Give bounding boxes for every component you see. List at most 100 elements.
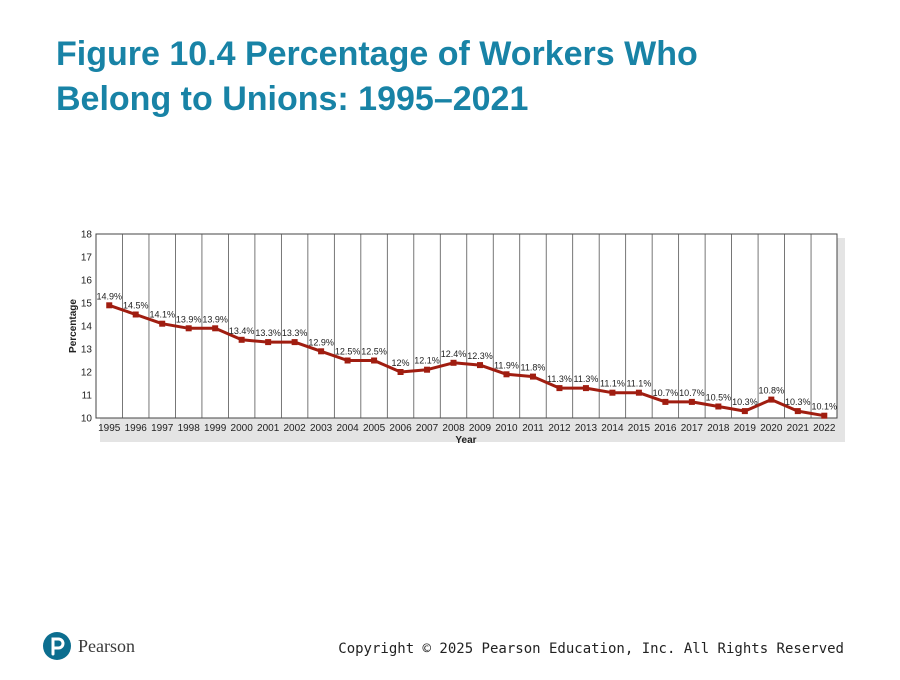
x-tick-label: 2008 <box>442 423 465 434</box>
x-tick-label: 1996 <box>125 423 148 434</box>
x-tick-label: 2011 <box>522 423 544 434</box>
x-tick-label: 1998 <box>178 423 201 434</box>
x-tick-label: 2018 <box>707 423 730 434</box>
data-label: 10.7% <box>653 388 679 398</box>
y-axis-ticks: 10 11 12 13 14 15 16 17 18 <box>81 230 93 425</box>
data-label: 11.1% <box>626 379 651 389</box>
x-tick-label: 2002 <box>283 423 306 434</box>
copyright-notice: Copyright © 2025 Pearson Education, Inc.… <box>338 641 844 657</box>
data-label: 12.9% <box>308 337 334 347</box>
data-point <box>371 357 378 364</box>
data-point <box>609 389 616 396</box>
data-point <box>715 403 722 410</box>
data-point <box>768 396 775 403</box>
x-tick-label: 2005 <box>363 423 386 434</box>
data-label: 10.8% <box>759 386 785 396</box>
data-point <box>106 302 113 309</box>
data-point <box>185 325 192 332</box>
data-label: 12.3% <box>467 351 493 361</box>
x-tick-label: 2013 <box>575 423 598 434</box>
data-label: 13.3% <box>255 328 281 338</box>
data-point <box>132 311 139 318</box>
data-labels: 14.9%14.5%14.1% 13.9% 13.9%13.4% 13.3% 13.3%… <box>96 291 837 411</box>
data-label: 13.9% <box>202 314 228 324</box>
x-tick-label: 1995 <box>98 423 121 434</box>
data-point <box>265 339 272 346</box>
data-label: 13.3% <box>282 328 308 338</box>
data-label: 10.3% <box>732 397 758 407</box>
data-label: 10.5% <box>706 393 732 403</box>
x-tick-label: 2019 <box>734 423 757 434</box>
series-line <box>108 303 825 418</box>
y-tick-label: 15 <box>81 299 93 310</box>
x-tick-label: 2014 <box>601 423 624 434</box>
slide-title: Figure 10.4 Percentage of Workers Who Be… <box>56 32 856 122</box>
data-label: 10.7% <box>679 388 705 398</box>
pearson-logo-text: Pearson <box>78 635 135 656</box>
x-axis-label: Year <box>455 435 476 446</box>
data-label: 11.9% <box>494 360 519 370</box>
data-point <box>397 369 404 375</box>
data-label: 13.9% <box>176 314 202 324</box>
x-tick-label: 2010 <box>495 423 518 434</box>
data-point <box>582 385 589 392</box>
y-tick-label: 18 <box>81 230 93 241</box>
x-tick-label: 2017 <box>681 423 704 434</box>
y-tick-label: 16 <box>81 276 93 287</box>
y-tick-label: 11 <box>82 391 93 402</box>
slide-title-line-2: Belong to Unions: 1995–2021 <box>56 80 529 118</box>
data-point <box>741 408 748 415</box>
data-label: 11.1% <box>600 379 625 389</box>
x-tick-label: 1997 <box>151 423 174 434</box>
data-label: 11.3% <box>547 374 572 384</box>
data-point <box>450 359 457 366</box>
data-point <box>794 408 801 415</box>
y-tick-label: 14 <box>81 322 93 333</box>
pearson-logo: Pearson <box>42 630 135 662</box>
x-tick-label: 2009 <box>469 423 492 434</box>
data-label: 11.8% <box>521 363 546 373</box>
x-tick-label: 2021 <box>787 423 810 434</box>
data-label: 12% <box>392 358 410 368</box>
x-tick-label: 2022 <box>813 423 836 434</box>
data-label: 12.5% <box>361 347 387 357</box>
data-point <box>529 373 536 380</box>
data-label: 12.1% <box>414 356 440 366</box>
data-label: 11.3% <box>574 374 599 384</box>
data-point <box>424 366 431 373</box>
y-axis-label: Percentage <box>68 299 79 353</box>
data-label: 12.4% <box>441 349 467 359</box>
data-point <box>344 357 351 364</box>
pearson-logo-icon <box>43 632 71 660</box>
x-tick-label: 2012 <box>548 423 571 434</box>
y-tick-label: 10 <box>81 414 93 425</box>
x-tick-label: 2007 <box>416 423 439 434</box>
x-tick-label: 2016 <box>654 423 677 434</box>
data-point <box>238 336 245 343</box>
x-tick-label: 2004 <box>336 423 359 434</box>
x-tick-label: 2000 <box>231 423 254 434</box>
data-points <box>106 302 828 419</box>
x-tick-label: 2020 <box>760 423 783 434</box>
data-label: 14.1% <box>149 310 175 320</box>
data-label: 10.3% <box>785 397 811 407</box>
data-label: 13.4% <box>229 326 255 336</box>
data-point <box>212 325 219 332</box>
x-axis-ticks: 1995 1996 1997 1998 1999 2000 2001 2002 2003 2004… <box>98 423 836 434</box>
x-tick-label: 1999 <box>204 423 227 434</box>
data-point <box>503 371 510 378</box>
data-label: 10.1% <box>812 402 838 412</box>
y-tick-label: 12 <box>81 368 93 379</box>
x-tick-label: 2003 <box>310 423 333 434</box>
y-tick-label: 17 <box>81 253 93 264</box>
chart-gridlines <box>122 234 812 418</box>
data-point <box>821 412 828 419</box>
x-tick-label: 2006 <box>389 423 412 434</box>
data-point <box>662 398 669 405</box>
data-point <box>556 385 563 392</box>
data-label: 12.5% <box>335 347 361 357</box>
x-tick-label: 2001 <box>257 423 280 434</box>
data-point <box>291 339 298 346</box>
